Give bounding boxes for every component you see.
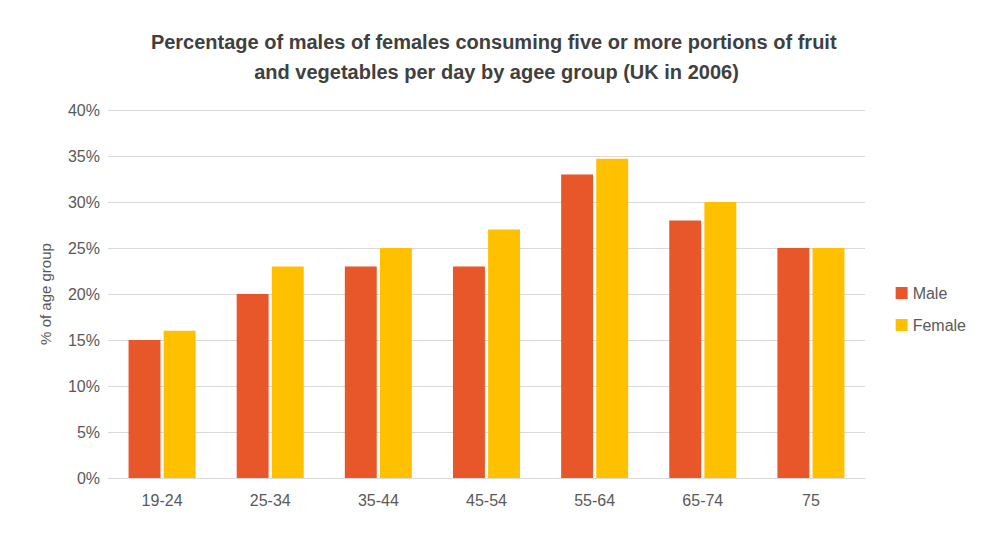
svg-text:and vegetables per day by agee: and vegetables per day by agee group (UK… [254,61,739,83]
svg-text:30%: 30% [68,194,100,211]
svg-text:Male: Male [913,285,948,302]
svg-text:35-44: 35-44 [358,492,399,509]
svg-text:25%: 25% [68,240,100,257]
svg-text:55-64: 55-64 [574,492,615,509]
svg-text:75: 75 [802,492,820,509]
svg-text:% of age group: % of age group [37,243,54,345]
svg-text:40%: 40% [68,102,100,119]
svg-text:Percentage of males of females: Percentage of males of females consuming… [151,31,842,53]
svg-text:15%: 15% [68,332,100,349]
svg-text:35%: 35% [68,148,100,165]
svg-text:20%: 20% [68,286,100,303]
svg-text:25-34: 25-34 [250,492,291,509]
svg-text:Female: Female [913,317,966,334]
svg-text:5%: 5% [77,424,100,441]
svg-text:65-74: 65-74 [682,492,723,509]
svg-text:10%: 10% [68,378,100,395]
svg-text:19-24: 19-24 [142,492,183,509]
svg-text:45-54: 45-54 [466,492,507,509]
svg-text:0%: 0% [77,470,100,487]
